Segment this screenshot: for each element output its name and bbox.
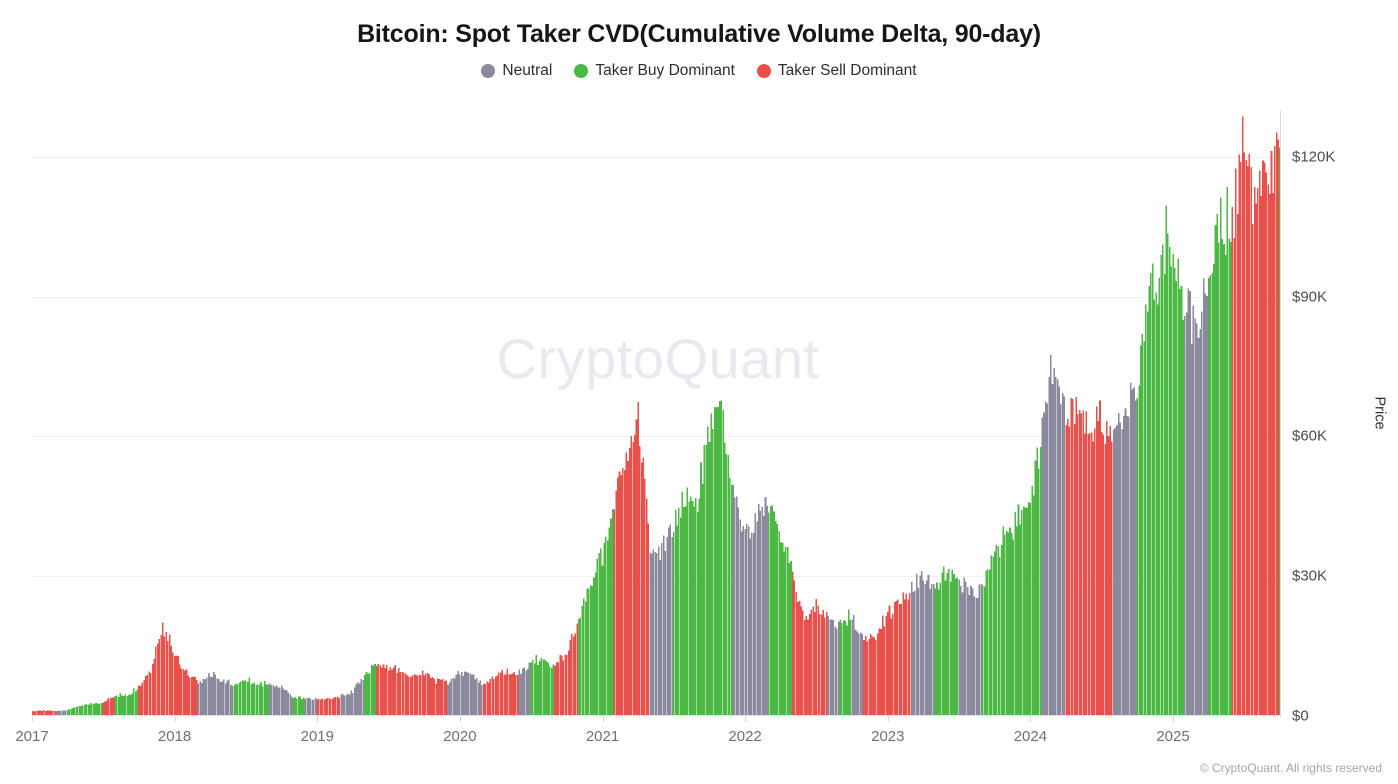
plot-area: CryptoQuant [32, 110, 1280, 716]
x-axis-tick [745, 716, 747, 722]
x-axis-tick [1030, 716, 1032, 722]
legend-item-taker-sell-dominant[interactable]: Taker Sell Dominant [756, 62, 917, 80]
chart-legend: Neutral Taker Buy Dominant Taker Sell Do… [0, 62, 1398, 80]
legend-label-taker-buy-dominant: Taker Buy Dominant [595, 62, 735, 79]
x-axis-tick-label: 2023 [871, 728, 905, 745]
legend-swatch-sell-icon [756, 64, 771, 78]
x-axis-tick [32, 716, 33, 722]
legend-item-neutral[interactable]: Neutral [481, 62, 552, 80]
x-axis-tick [887, 716, 889, 722]
price-bars [32, 110, 1280, 716]
legend-swatch-buy-icon [574, 64, 589, 78]
x-axis-baseline [32, 715, 1280, 716]
price-bars-svg [32, 116, 1280, 716]
y-axis-line [1280, 110, 1281, 717]
legend-label-taker-sell-dominant: Taker Sell Dominant [777, 62, 917, 79]
x-axis-tick-label: 2025 [1156, 728, 1190, 745]
x-axis-tick-label: 2019 [300, 728, 334, 745]
y-axis-tick-label: $120K [1292, 148, 1336, 166]
x-axis-tick [459, 716, 461, 722]
x-axis-tick-label: 2018 [157, 728, 192, 745]
y-axis-tick-label: $0 [1292, 707, 1309, 725]
x-axis-tick-label: 2021 [585, 728, 620, 745]
x-axis-tick [1173, 716, 1174, 722]
gridlines [32, 110, 1280, 716]
y-axis-title: Price [1371, 396, 1388, 430]
page-title: Bitcoin: Spot Taker CVD(Cumulative Volum… [357, 20, 1041, 48]
y-axis-tick-label: $30K [1292, 567, 1328, 585]
x-axis-tick-label: 2024 [1013, 728, 1048, 745]
x-axis-tick [317, 716, 319, 722]
gridline [32, 576, 1280, 578]
x-axis-tick-label: 2020 [443, 728, 477, 745]
gridline [32, 156, 1280, 158]
gridline [32, 436, 1280, 438]
x-axis-tick [174, 716, 176, 722]
y-axis-tick-label: $60K [1292, 427, 1328, 445]
x-axis-tick-label: 2017 [15, 728, 49, 745]
legend-label-neutral: Neutral [502, 62, 553, 79]
legend-swatch-neutral-icon [481, 64, 496, 78]
x-axis-tick [602, 716, 604, 722]
copyright-notice: © CryptoQuant. All rights reserved [1199, 761, 1382, 775]
x-axis-tick-label: 2022 [728, 728, 762, 745]
legend-item-taker-buy-dominant[interactable]: Taker Buy Dominant [574, 62, 735, 80]
y-axis-tick-label: $90K [1292, 288, 1328, 305]
gridline [32, 296, 1280, 298]
